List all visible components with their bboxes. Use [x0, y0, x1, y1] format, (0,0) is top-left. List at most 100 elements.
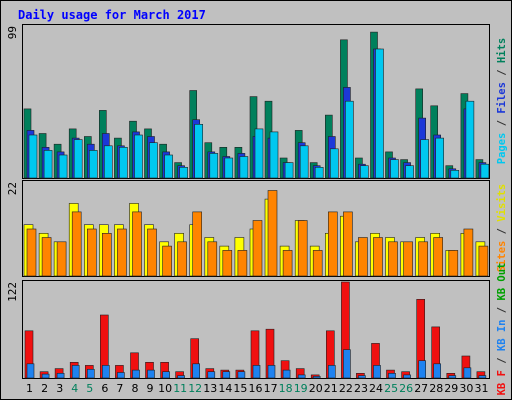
- x-tick-label-day-10: 10: [158, 382, 172, 395]
- side-label-part: /: [496, 114, 508, 133]
- x-tick-label-day-22: 22: [339, 382, 353, 395]
- side-label-part: Visits: [496, 184, 508, 222]
- x-tick-label-day-20: 20: [309, 382, 323, 395]
- bar-hits-pages-day-4: [73, 139, 83, 179]
- chart-panels: 99 22 122: [6, 24, 490, 379]
- bar-kbytes-kb-in-day-16: [252, 365, 261, 379]
- bar-hits-pages-day-11: [179, 167, 188, 179]
- x-tick-label-day-18: 18: [279, 382, 293, 395]
- bar-visits-sites-day-12: [192, 211, 202, 277]
- x-tick-label-day-19: 19: [294, 382, 308, 395]
- bar-hits-pages-day-28: [435, 137, 445, 179]
- bar-visits-sites-day-7: [117, 228, 127, 277]
- side-label-part: Sites: [496, 241, 508, 273]
- side-label-part: Hits: [496, 38, 508, 63]
- side-label-part: KB F: [496, 370, 508, 395]
- bar-visits-sites-day-19: [297, 220, 308, 277]
- bar-visits-sites-day-31: [478, 245, 489, 277]
- bar-hits-pages-day-25: [390, 159, 399, 179]
- bar-visits-sites-day-21: [327, 211, 338, 277]
- side-label-hits: Pages / Files / Hits: [496, 38, 508, 164]
- bar-kbytes-kb-in-day-7: [117, 372, 125, 379]
- x-tick-label-day-15: 15: [233, 382, 247, 395]
- bar-hits-pages-day-27: [420, 139, 430, 179]
- x-tick-label-day-7: 7: [116, 382, 123, 395]
- bar-hits-pages-day-20: [314, 167, 324, 179]
- x-tick-label-day-30: 30: [459, 382, 473, 395]
- side-label-part: /: [496, 301, 508, 320]
- side-legend-labels: Pages / Files / Hits Sites / Visits KB F /…: [496, 38, 508, 396]
- bar-hits-pages-day-5: [89, 150, 98, 179]
- bar-hits-pages-day-17: [269, 131, 279, 179]
- panel-visits: 22: [6, 180, 490, 277]
- bar-kbytes-kb-in-day-4: [71, 365, 80, 379]
- bar-hits-pages-day-26: [405, 165, 414, 179]
- bar-kbytes-kb-in-day-23: [358, 375, 366, 379]
- x-tick-label-day-2: 2: [41, 382, 48, 395]
- x-tick-label-day-3: 3: [56, 382, 63, 395]
- bar-kbytes-kb-in-day-18: [282, 369, 291, 379]
- bar-kbytes-kb-in-day-22: [343, 349, 351, 379]
- bar-hits-pages-day-22: [345, 100, 354, 179]
- side-label-part: KB Out: [496, 263, 508, 301]
- side-label-part: /: [496, 222, 508, 241]
- bar-kbytes-kb-in-day-12: [192, 363, 200, 379]
- bar-visits-sites-day-11: [177, 241, 187, 277]
- bar-hits-pages-day-13: [209, 153, 219, 179]
- bar-kbytes-kb-in-day-3: [56, 372, 65, 379]
- x-tick-label-day-24: 24: [369, 382, 383, 395]
- x-tick-label-day-26: 26: [399, 382, 413, 395]
- bar-visits-sites-day-4: [71, 211, 82, 277]
- side-label-part: Files: [496, 82, 508, 114]
- bar-kbytes-kb-in-day-27: [418, 360, 427, 379]
- bar-visits-sites-day-9: [147, 228, 157, 277]
- bar-kbytes-kb-in-day-11: [177, 375, 185, 379]
- panel-hits: 99: [6, 24, 490, 179]
- side-label-part: KB In: [496, 320, 508, 352]
- bar-kbytes-kb-in-day-30: [463, 367, 472, 379]
- bar-visits-sites-day-29: [448, 250, 459, 277]
- y-max-label-kbytes: 122: [6, 282, 19, 302]
- x-tick-label-day-14: 14: [218, 382, 232, 395]
- bar-hits-pages-day-2: [43, 150, 53, 179]
- bar-hits-pages-day-29: [450, 170, 460, 179]
- bar-visits-sites-day-14: [222, 250, 233, 277]
- bar-visits-sites-day-23: [358, 237, 368, 277]
- bar-visits-sites-day-10: [162, 245, 172, 277]
- bar-kbytes-kb-in-day-26: [403, 374, 411, 379]
- bar-kbytes-kb-in-day-1: [26, 363, 35, 379]
- bar-hits-pages-day-1: [28, 134, 38, 179]
- bar-hits-pages-day-24: [375, 48, 384, 179]
- bar-visits-sites-day-30: [463, 228, 474, 277]
- bar-hits-pages-day-3: [58, 154, 68, 179]
- bar-visits-sites-day-8: [132, 211, 142, 277]
- bar-visits-sites-day-1: [26, 228, 37, 277]
- bar-visits-sites-day-5: [87, 228, 97, 277]
- bar-visits-sites-day-16: [252, 220, 263, 277]
- bar-kbytes-kb-in-day-2: [41, 373, 50, 379]
- x-tick-label-day-27: 27: [414, 382, 428, 395]
- panel-kbytes: 122: [6, 280, 490, 379]
- x-tick-label-day-8: 8: [132, 382, 139, 395]
- x-tick-label-day-29: 29: [444, 382, 458, 395]
- bar-kbytes-kb-in-day-14: [222, 371, 231, 379]
- bar-hits-pages-day-14: [224, 157, 234, 179]
- bar-kbytes-kb-in-day-8: [132, 369, 140, 379]
- bar-kbytes-kb-in-day-5: [87, 368, 95, 379]
- x-tick-label-day-25: 25: [384, 382, 398, 395]
- x-tick-label-day-21: 21: [324, 382, 338, 395]
- bar-hits-pages-day-30: [465, 100, 475, 179]
- x-tick-label-day-1: 1: [26, 382, 33, 395]
- bar-visits-sites-day-27: [418, 241, 429, 277]
- bar-kbytes-kb-in-day-13: [207, 371, 216, 379]
- bar-kbytes-kb-in-day-20: [312, 376, 321, 379]
- bar-kbytes-kb-in-day-10: [162, 371, 170, 379]
- bar-hits-pages-day-16: [254, 128, 264, 179]
- side-label-part: Pages: [496, 133, 508, 165]
- bar-hits-pages-day-10: [164, 154, 173, 179]
- side-label-part: /: [496, 63, 508, 82]
- bar-hits-pages-day-12: [194, 124, 203, 179]
- x-tick-label-day-31: 31: [475, 382, 489, 395]
- bar-kbytes-kb-in-day-6: [102, 365, 110, 379]
